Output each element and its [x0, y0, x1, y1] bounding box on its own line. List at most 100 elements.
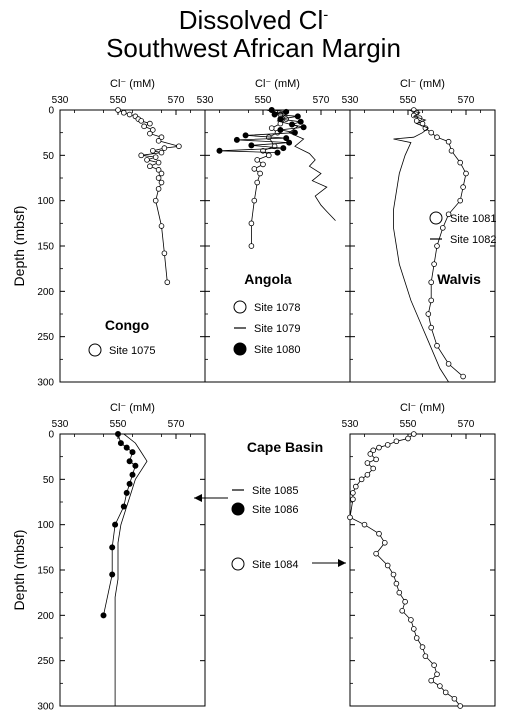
data-point	[434, 342, 440, 349]
data-point	[138, 152, 145, 159]
y-tick-label: 150	[37, 566, 54, 577]
data-point	[393, 438, 400, 445]
data-point	[115, 107, 121, 113]
data-point	[367, 451, 374, 457]
data-point	[399, 607, 406, 614]
data-point	[248, 142, 255, 149]
data-point	[445, 138, 452, 145]
data-point	[121, 109, 127, 116]
series-line	[393, 109, 449, 383]
legend-marker-open	[233, 300, 247, 314]
legend-marker-filled	[233, 342, 247, 356]
data-point	[300, 124, 307, 131]
legend-item: Site 1080	[233, 342, 300, 356]
data-point	[390, 571, 397, 578]
x-tick-label: 550	[400, 95, 417, 106]
data-point	[405, 435, 411, 442]
legend-marker-open	[429, 211, 443, 225]
data-point	[460, 373, 466, 380]
data-point	[158, 170, 165, 177]
legend-label: Site 1078	[254, 302, 300, 314]
data-point	[176, 143, 182, 150]
data-point	[100, 612, 107, 619]
arrow-to-left-panel	[194, 494, 228, 502]
series-site-1084	[347, 431, 464, 709]
data-point	[428, 279, 435, 286]
data-point	[291, 129, 298, 136]
data-point	[155, 186, 162, 192]
x-axis-label: Cl⁻ (mM)	[400, 402, 445, 414]
data-point	[364, 471, 371, 478]
series-site-1075	[115, 107, 182, 286]
data-point	[115, 430, 122, 437]
series-site-1082	[393, 109, 449, 383]
data-point	[138, 118, 145, 124]
x-tick-label: 550	[110, 95, 127, 106]
data-point	[123, 444, 130, 451]
data-point	[451, 695, 458, 702]
legend-item: Site 1085	[232, 485, 298, 497]
data-point	[265, 152, 272, 159]
y-tick-label: 300	[37, 702, 54, 713]
legend-item: Site 1079	[234, 323, 300, 335]
y-tick-label: 50	[43, 475, 55, 486]
data-point	[408, 617, 414, 623]
data-point	[271, 143, 278, 150]
region-label: Cape Basin	[247, 439, 323, 455]
data-point	[297, 118, 304, 125]
data-point	[364, 460, 371, 466]
data-point	[129, 449, 136, 456]
data-point	[216, 147, 223, 154]
legend-item: Site 1084	[231, 557, 298, 571]
data-point	[147, 163, 153, 170]
data-point	[161, 250, 168, 257]
x-tick-label: 570	[168, 95, 185, 106]
data-point	[147, 130, 153, 137]
data-point	[445, 211, 452, 218]
data-point	[248, 220, 255, 227]
data-point	[144, 157, 150, 163]
data-point	[422, 653, 429, 659]
x-tick-label: 530	[197, 95, 214, 106]
chart-panel-cape-basin-3: 530 550 570 Cl⁻ (mM) 0 50 100 150 200 250 300 Depth…	[11, 402, 206, 713]
plot-frame	[59, 109, 206, 383]
legend-item: Site 1081	[429, 211, 496, 225]
chart-panel-walvis-2: 530 550 570 Cl⁻ (mM)	[342, 78, 496, 383]
data-point	[141, 123, 147, 130]
legend-label: Site 1081	[450, 213, 496, 225]
data-point	[158, 134, 165, 141]
data-point	[155, 167, 162, 173]
data-point	[248, 243, 255, 249]
data-point	[288, 121, 295, 128]
data-point	[117, 440, 124, 447]
data-point	[396, 589, 403, 596]
data-point	[277, 126, 284, 133]
y-tick-label: 150	[37, 242, 54, 253]
data-point	[161, 145, 168, 151]
y-tick-label: 50	[43, 151, 55, 162]
data-point	[286, 139, 293, 146]
x-tick-label: 530	[52, 419, 69, 430]
chart-panel-cape-basin-4: 530 550 570 Cl⁻ (mM)	[342, 402, 496, 709]
legend-item: Site 1078	[233, 300, 300, 314]
data-point	[428, 677, 435, 684]
data-point	[283, 135, 290, 142]
data-point	[361, 521, 368, 528]
y-tick-label: 250	[37, 332, 54, 343]
legend-label: Site 1080	[254, 344, 300, 356]
data-point	[434, 243, 440, 249]
legend-item: Site 1075	[88, 343, 155, 357]
legend-marker-open	[231, 557, 245, 571]
x-tick-label: 570	[458, 419, 475, 430]
y-tick-label: 0	[48, 106, 54, 117]
y-tick-label: 0	[48, 430, 54, 441]
data-point	[457, 703, 464, 709]
y-tick-label: 250	[37, 656, 54, 667]
data-point	[428, 324, 435, 331]
data-point	[373, 456, 379, 463]
data-point	[419, 644, 426, 650]
data-point	[109, 544, 116, 551]
y-tick-label: 100	[37, 196, 54, 207]
x-tick-label: 550	[400, 419, 417, 430]
